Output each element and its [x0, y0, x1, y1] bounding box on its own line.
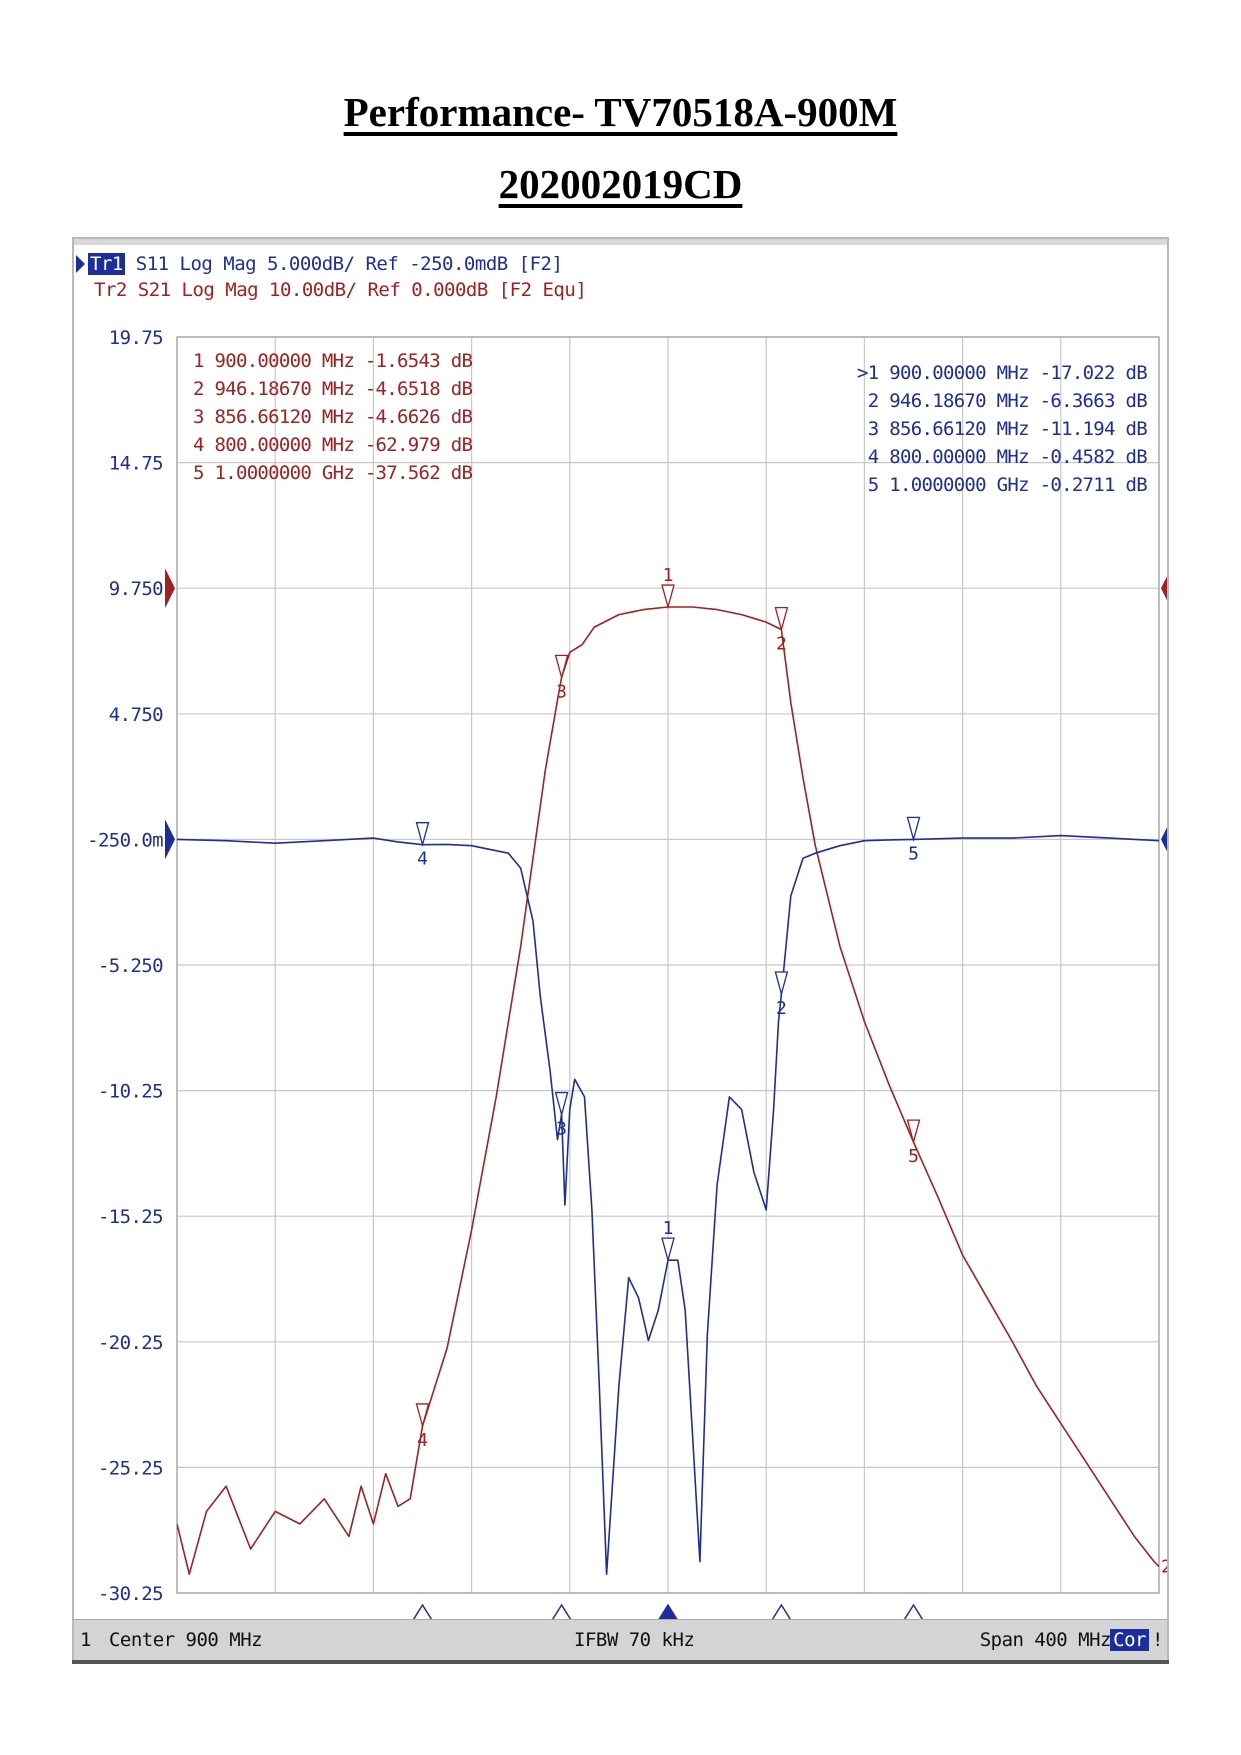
marker-table-s21-row: 4 800.00000 MHz -62.979 dB	[193, 434, 472, 456]
y-tick-label: -25.25	[98, 1457, 163, 1479]
marker-s21-4-icon	[415, 1403, 430, 1429]
y-tick-label: -10.25	[98, 1081, 163, 1103]
screen-top-frame	[74, 239, 1167, 245]
marker-table-s21-row: 5 1.0000000 GHz -37.562 dB	[193, 462, 472, 484]
vna-chart: 19.75 14.75 9.750 4.750 -250.0m -5.250 -10.25 -…	[87, 327, 1167, 1619]
marker-label: 1	[663, 565, 674, 586]
ref-marker-s21-right-icon	[1161, 576, 1167, 601]
stimulus-marker-2-icon	[771, 1603, 792, 1619]
marker-label: 4	[417, 1430, 428, 1451]
trace-s21	[177, 606, 1159, 1575]
y-tick-label: -30.25	[98, 1583, 163, 1605]
ref-marker-s11-left-icon	[165, 819, 175, 860]
y-tick-label: -15.25	[98, 1206, 163, 1228]
marker-label: 4	[417, 849, 428, 870]
trace1-settings: S11 Log Mag 5.000dB/ Ref -250.0mdB [F2]	[124, 253, 563, 275]
active-trace-pointer-icon	[76, 255, 85, 273]
marker-label: 2	[776, 634, 787, 655]
y-tick-label: 9.750	[109, 578, 163, 600]
marker-label: 5	[908, 843, 919, 864]
trace1-header[interactable]: Tr1 S11 Log Mag 5.000dB/ Ref -250.0mdB […	[88, 253, 563, 275]
trace2-header[interactable]: Tr2 S21 Log Mag 10.00dB/ Ref 0.000dB [F2…	[94, 279, 587, 301]
marker-table-s11-row: 4 800.00000 MHz -0.4582 dB	[868, 446, 1147, 468]
stimulus-marker-3-icon	[551, 1603, 572, 1619]
y-tick-label: 14.75	[109, 453, 163, 475]
channel-number[interactable]: 1	[80, 1629, 91, 1651]
marker-label: 3	[556, 1119, 567, 1140]
marker-s21-5-icon	[906, 1119, 921, 1145]
stimulus-marker-5-icon	[903, 1603, 924, 1619]
marker-label: 3	[556, 681, 567, 702]
marker-table-s21-row: 1 900.00000 MHz -1.6543 dB	[193, 350, 472, 372]
y-tick-label: 4.750	[109, 704, 163, 726]
y-tick-label: -5.250	[98, 955, 163, 977]
marker-s21-3-icon	[554, 654, 569, 680]
marker-s11-4-icon	[415, 822, 430, 848]
status-bar: 1 Center 900 MHz IFBW 70 kHz Span 400 MH…	[74, 1619, 1167, 1660]
y-tick-label: -250.0m	[87, 829, 163, 851]
screen-bottom-frame	[72, 1660, 1169, 1664]
marker-s11-5-icon	[906, 816, 921, 842]
trace-end-label: 2	[1161, 1557, 1167, 1578]
y-tick-label: -20.25	[98, 1332, 163, 1354]
marker-s21-2-icon	[774, 606, 789, 633]
marker-s11-1-icon	[661, 1237, 675, 1263]
marker-table-s11-row: >1 900.00000 MHz -17.022 dB	[857, 362, 1147, 384]
marker-s11-2-icon	[774, 971, 789, 997]
plot-border	[176, 336, 1160, 1594]
y-tick-label: 19.75	[109, 327, 163, 349]
trace1-tag[interactable]: Tr1	[88, 253, 125, 275]
marker-table-s21-row: 2 946.18670 MHz -4.6518 dB	[193, 378, 472, 400]
marker-s21-1-icon	[661, 584, 675, 610]
center-frequency[interactable]: Center 900 MHz	[98, 1629, 263, 1651]
marker-table-s21-row: 3 856.66120 MHz -4.6626 dB	[193, 406, 472, 428]
marker-label: 2	[776, 998, 787, 1019]
marker-s11-3-icon	[554, 1091, 569, 1118]
stimulus-marker-4-icon	[412, 1603, 433, 1619]
marker-label: 5	[908, 1146, 919, 1167]
stimulus-marker-1-icon	[658, 1603, 678, 1619]
ifbw-setting[interactable]: IFBW 70 kHz	[574, 1629, 695, 1651]
marker-label: 1	[663, 1218, 674, 1239]
page-title: Performance- TV70518A-900M	[343, 89, 898, 135]
ref-marker-s21-left-icon	[165, 568, 175, 609]
trace-s11	[177, 834, 1159, 1575]
span-setting[interactable]: Span 400 MHz	[979, 1629, 1112, 1651]
marker-table-s11-row: 3 856.66120 MHz -11.194 dB	[868, 418, 1147, 440]
warning-indicator: !	[1152, 1629, 1163, 1651]
page-subtitle: 202002019CD	[498, 161, 743, 207]
marker-table-s11-row: 2 946.18670 MHz -6.3663 dB	[868, 390, 1147, 412]
ref-marker-s11-right-icon	[1161, 827, 1167, 852]
marker-table-s11-row: 5 1.0000000 GHz -0.2711 dB	[868, 474, 1147, 496]
analyzer-screen: Tr1 S11 Log Mag 5.000dB/ Ref -250.0mdB […	[72, 237, 1169, 1662]
correction-badge[interactable]: Cor	[1110, 1629, 1149, 1651]
